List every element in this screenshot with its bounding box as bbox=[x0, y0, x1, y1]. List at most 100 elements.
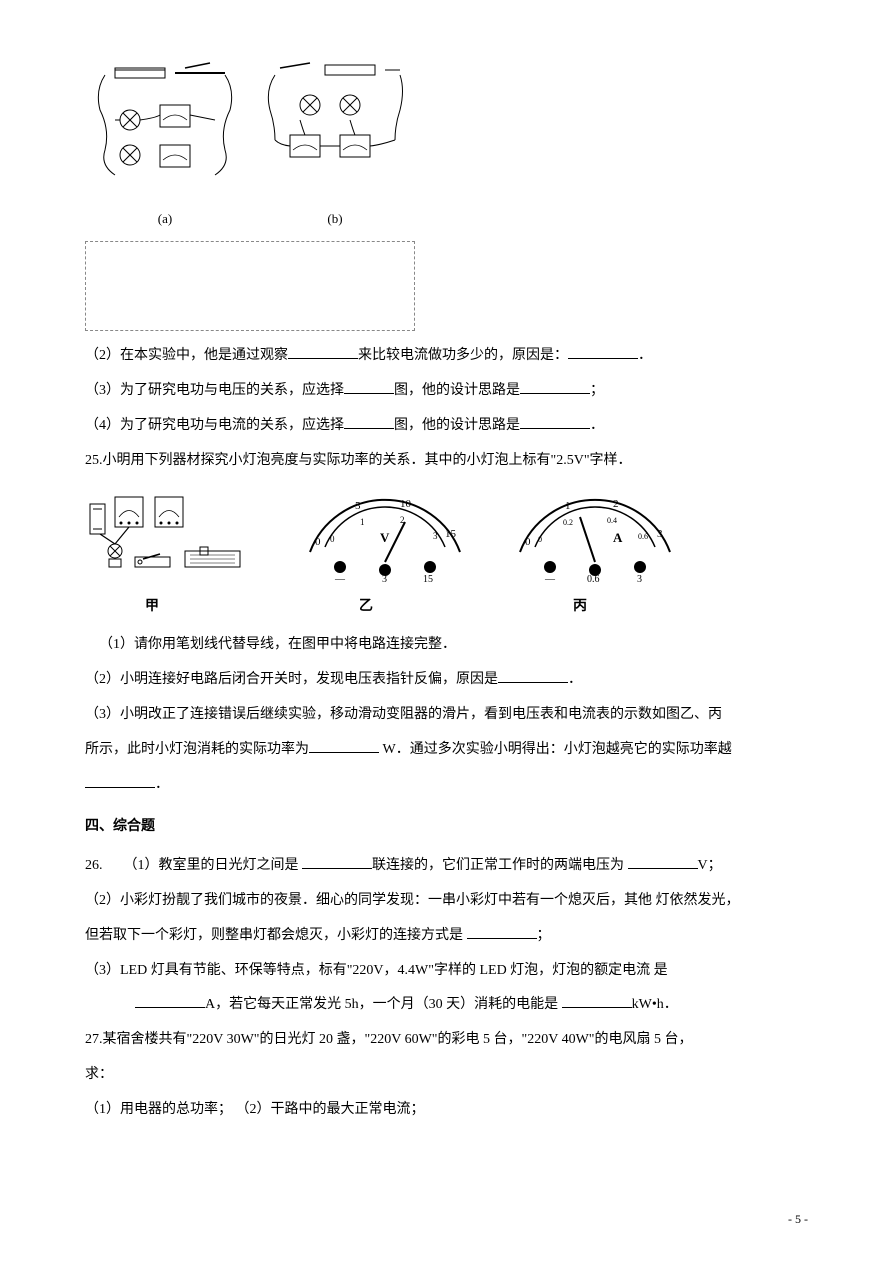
page-number: - 5 - bbox=[788, 1206, 808, 1232]
question-25-1: （1）请你用笔划线代替导线，在图甲中将电路连接完整． bbox=[85, 630, 808, 661]
v-inner-3: 3 bbox=[433, 531, 438, 541]
q25-3-blank2 bbox=[85, 772, 155, 788]
q26-line4: （3）LED 灯具有节能、环保等特点，标有"220V，4.4W"字样的 LED … bbox=[85, 963, 668, 978]
circuit-b-svg bbox=[255, 60, 415, 190]
question-2: （2）在本实验中，他是通过观察 来比较电流做功多少的，原因是： ． bbox=[85, 341, 808, 372]
question-27-line3: （1）用电器的总功率； （2）干路中的最大正常电流； bbox=[85, 1095, 808, 1126]
q3-blank2 bbox=[520, 378, 590, 394]
q3-end: ； bbox=[590, 383, 604, 398]
q4-end: ． bbox=[590, 418, 604, 433]
q25-3-blank1 bbox=[309, 737, 379, 753]
q26-blank4 bbox=[135, 992, 205, 1008]
q27-line1: 27.某宿舍楼共有"220V 30W"的日光灯 20 盏，"220V 60W"的… bbox=[85, 1032, 693, 1047]
q26-line5a: A，若它每天正常发光 5h，一个月（30 天）消耗的电能是 bbox=[205, 997, 562, 1012]
q26-blank2 bbox=[628, 853, 698, 869]
v-scale-15: 15 bbox=[445, 528, 457, 540]
q26-1c: 联连接的，它们正常工作时的两端电压为 bbox=[372, 858, 628, 873]
question-27-line2: 求： bbox=[85, 1060, 808, 1091]
q25-2-end: ． bbox=[568, 672, 582, 687]
question-4: （4）为了研究电功与电流的关系，应选择 图，他的设计思路是 ． bbox=[85, 411, 808, 442]
q25-3-line2-prefix: 所示，此时小灯泡消耗的实际功率为 bbox=[85, 742, 309, 757]
q27-line3: （1）用电器的总功率； （2）干路中的最大正常电流； bbox=[85, 1102, 425, 1117]
q26-1d: V； bbox=[698, 858, 722, 873]
a-scale-0: 0 bbox=[525, 536, 531, 548]
circuit-diagrams-container: (a) (b) bbox=[85, 60, 808, 233]
q4-blank2 bbox=[520, 413, 590, 429]
q3-blank1 bbox=[344, 378, 394, 394]
q4-blank1 bbox=[344, 413, 394, 429]
q25-3-line1: （3）小明改正了连接错误后继续实验，移动滑动变阻器的滑片，看到电压表和电流表的示… bbox=[85, 707, 722, 722]
question-25-3-line2: 所示，此时小灯泡消耗的实际功率为 W．通过多次实验小明得出：小灯泡越亮它的实际功… bbox=[85, 735, 808, 766]
a-scale-3: 3 bbox=[657, 528, 663, 540]
a-scale-2: 2 bbox=[613, 498, 619, 510]
section-4-header: 四、综合题 bbox=[85, 812, 808, 843]
q26-num: 26. bbox=[85, 858, 103, 873]
circuit-b: (b) bbox=[255, 60, 415, 233]
answer-box bbox=[85, 241, 415, 331]
question-26-line4: （3）LED 灯具有节能、环保等特点，标有"220V，4.4W"字样的 LED … bbox=[85, 956, 808, 987]
figure-labels: 甲 乙 丙 bbox=[145, 592, 808, 623]
q26-line5b: kW•h． bbox=[632, 997, 678, 1012]
v-scale-5: 5 bbox=[355, 500, 361, 512]
a-inner-06: 0.6 bbox=[638, 532, 648, 541]
v-term-15: 15 bbox=[423, 574, 433, 582]
q3-prefix: （3）为了研究电功与电压的关系，应选择 bbox=[85, 383, 344, 398]
question-27-line1: 27.某宿舍楼共有"220V 30W"的日光灯 20 盏，"220V 60W"的… bbox=[85, 1025, 808, 1056]
q4-prefix: （4）为了研究电功与电流的关系，应选择 bbox=[85, 418, 344, 433]
question-26-line2: （2）小彩灯扮靓了我们城市的夜景．细心的同学发现：一串小彩灯中若有一个熄灭后，其… bbox=[85, 886, 808, 917]
question-3: （3）为了研究电功与电压的关系，应选择 图，他的设计思路是 ； bbox=[85, 376, 808, 407]
v-term-neg: — bbox=[334, 574, 346, 582]
q25-2-blank bbox=[498, 667, 568, 683]
q26-line3a: 但若取下一个彩灯，则整串灯都会熄灭，小彩灯的连接方式是 bbox=[85, 928, 467, 943]
v-label: V bbox=[380, 530, 390, 545]
question-25-2: （2）小明连接好电路后闭合开关时，发现电压表指针反偏，原因是 ． bbox=[85, 665, 808, 696]
q2-blank2 bbox=[568, 343, 638, 359]
ammeter-bing-svg: 0 1 2 3 0 0.2 0.4 0.6 A — 0.6 3 bbox=[505, 487, 685, 582]
question-26-line1: 26. （1）教室里的日光灯之间是 联连接的，它们正常工作时的两端电压为 V； bbox=[85, 851, 808, 882]
v-inner-1: 1 bbox=[360, 517, 365, 527]
a-term-06: 0.6 bbox=[587, 574, 600, 582]
q26-blank5 bbox=[562, 992, 632, 1008]
a-scale-1: 1 bbox=[565, 500, 571, 512]
circuit-b-label: (b) bbox=[255, 205, 415, 234]
q25-2-prefix: （2）小明连接好电路后闭合开关时，发现电压表指针反偏，原因是 bbox=[85, 672, 498, 687]
apparatus-row: 0 5 10 15 0 1 2 3 V — 3 15 0 1 2 3 0 0.2… bbox=[85, 487, 808, 582]
a-inner-02: 0.2 bbox=[563, 518, 573, 527]
q2-blank1 bbox=[288, 343, 358, 359]
q2-mid: 来比较电流做功多少的，原因是： bbox=[358, 348, 568, 363]
q4-mid: 图，他的设计思路是 bbox=[394, 418, 520, 433]
q25-text: 25.小明用下列器材探究小灯泡亮度与实际功率的关系．其中的小灯泡上标有"2.5V… bbox=[85, 453, 632, 468]
a-term-neg: — bbox=[544, 574, 556, 582]
v-term-3: 3 bbox=[382, 574, 387, 582]
v-scale-0: 0 bbox=[315, 536, 321, 548]
a-inner-0: 0 bbox=[538, 535, 542, 544]
q3-mid: 图，他的设计思路是 bbox=[394, 383, 520, 398]
label-bing: 丙 bbox=[573, 592, 587, 623]
q2-prefix: （2）在本实验中，他是通过观察 bbox=[85, 348, 288, 363]
q26-line3b: ； bbox=[537, 928, 551, 943]
question-25-3-line3: ． bbox=[85, 770, 808, 801]
question-26-line5: A，若它每天正常发光 5h，一个月（30 天）消耗的电能是 kW•h． bbox=[85, 990, 808, 1021]
q25-3-line2-mid: W．通过多次实验小明得出：小灯泡越亮它的实际功率越 bbox=[379, 742, 732, 757]
q27-line2: 求： bbox=[85, 1067, 113, 1082]
voltmeter-yi-svg: 0 5 10 15 0 1 2 3 V — 3 15 bbox=[295, 487, 475, 582]
q25-1-text: （1）请你用笔划线代替导线，在图甲中将电路连接完整． bbox=[99, 637, 456, 652]
label-jia: 甲 bbox=[145, 592, 159, 623]
q26-blank1 bbox=[302, 853, 372, 869]
question-26-line3: 但若取下一个彩灯，则整串灯都会熄灭，小彩灯的连接方式是 ； bbox=[85, 921, 808, 952]
q26-blank3 bbox=[467, 923, 537, 939]
a-label: A bbox=[613, 530, 623, 545]
q25-3-line3-end: ． bbox=[155, 777, 169, 792]
label-yi: 乙 bbox=[359, 592, 373, 623]
q2-end: ． bbox=[638, 348, 652, 363]
circuit-a-label: (a) bbox=[85, 205, 245, 234]
a-inner-04: 0.4 bbox=[607, 516, 617, 525]
circuit-a: (a) bbox=[85, 60, 245, 233]
circuit-a-svg bbox=[85, 60, 245, 190]
v-scale-10: 10 bbox=[400, 498, 412, 510]
q26-1b: （1）教室里的日光灯之间是 bbox=[124, 858, 303, 873]
question-25-3-line1: （3）小明改正了连接错误后继续实验，移动滑动变阻器的滑片，看到电压表和电流表的示… bbox=[85, 700, 808, 731]
a-term-3: 3 bbox=[637, 574, 642, 582]
q26-line2: （2）小彩灯扮靓了我们城市的夜景．细心的同学发现：一串小彩灯中若有一个熄灭后，其… bbox=[85, 893, 740, 908]
apparatus-jia-svg bbox=[85, 489, 265, 579]
